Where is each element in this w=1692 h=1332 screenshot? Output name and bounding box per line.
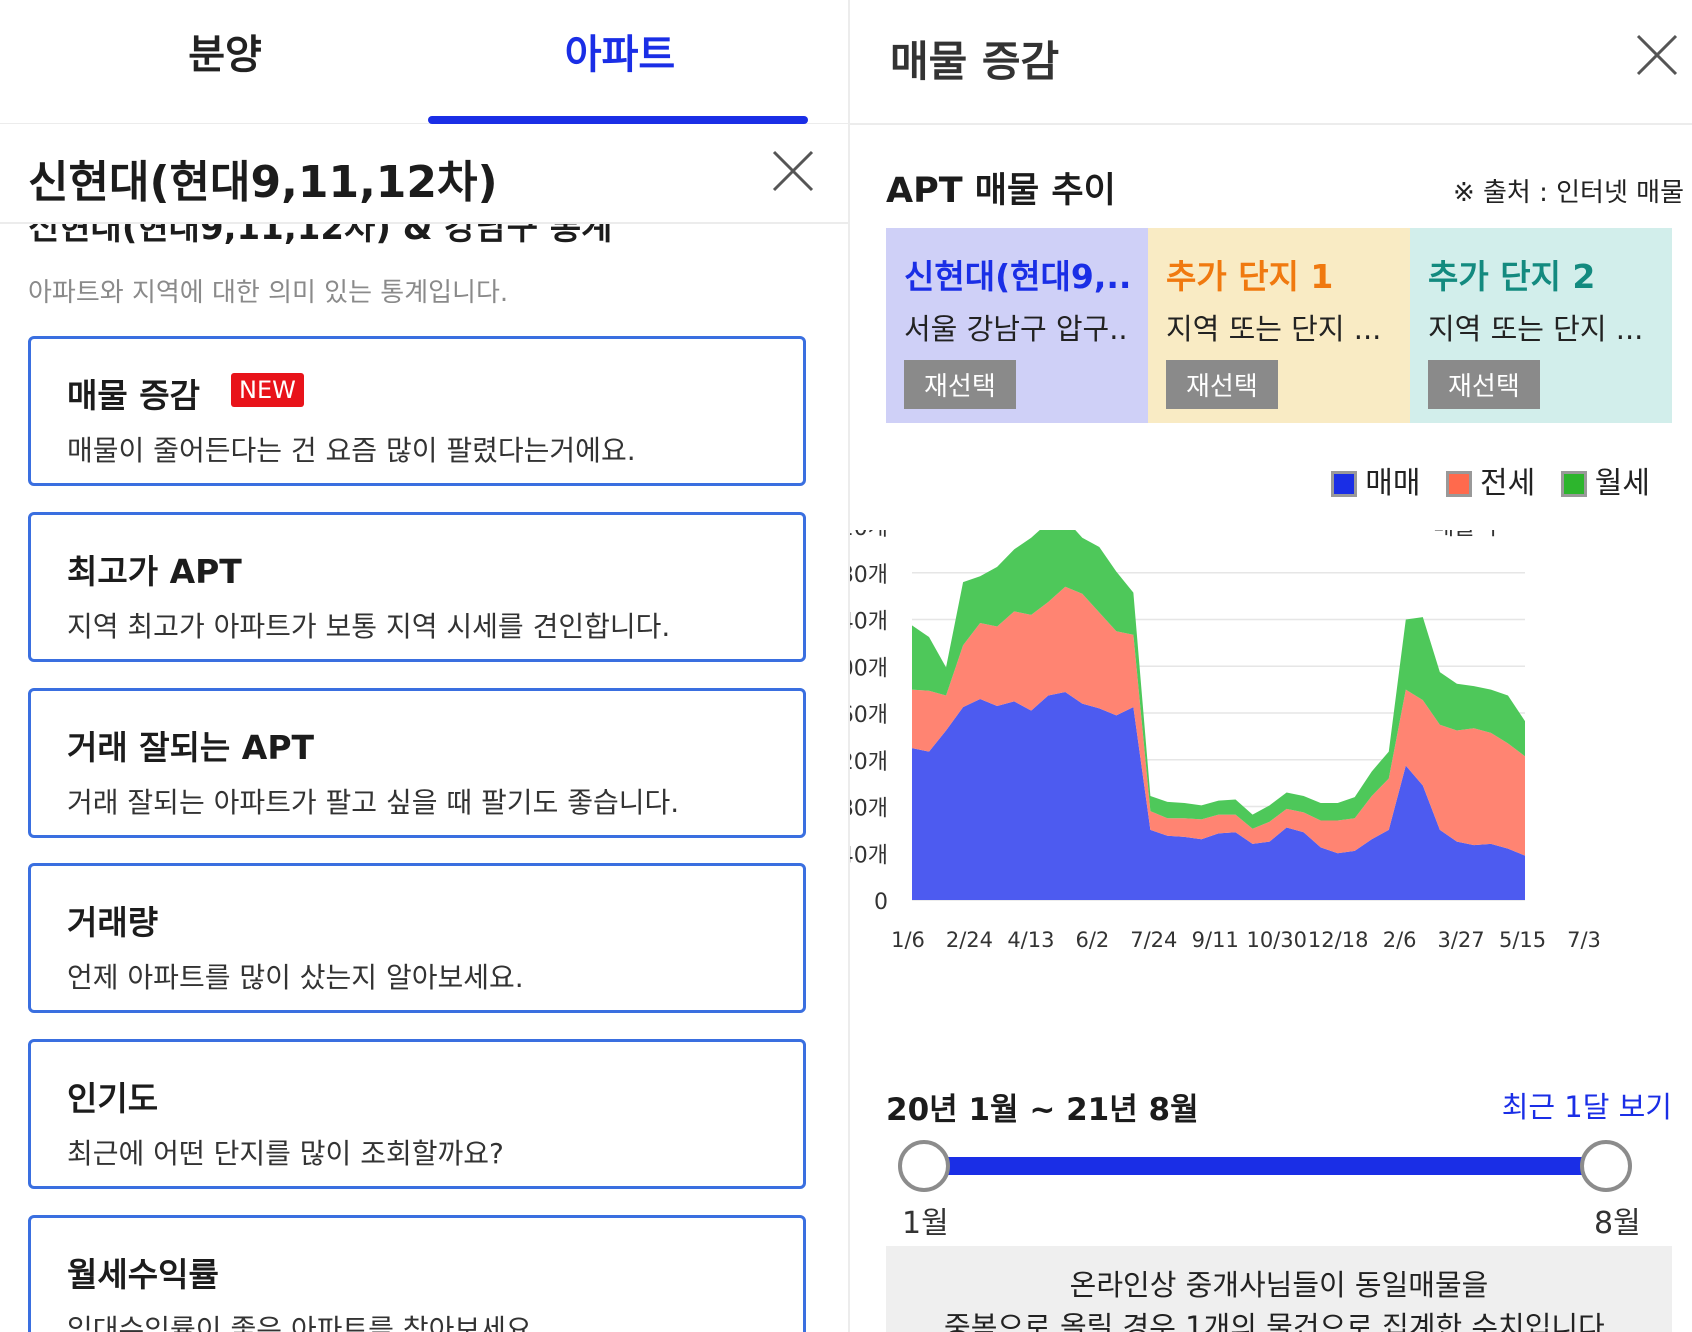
x-tick-label: 4/13 [1007, 928, 1054, 952]
card-description: 언제 아파트를 많이 샀는지 알아보세요. [67, 961, 524, 994]
complex-address: 서울 강남구 압구... [904, 312, 1130, 346]
notice-line: 중복으로 올릴 경우 1개의 물건으로 집계한 수치입니다. [944, 1310, 1614, 1332]
data-notice: 온라인상 중개사님들이 동일매물을 중복으로 올릴 경우 1개의 물건으로 집계… [886, 1246, 1672, 1332]
section-title: APT 매물 추이 [886, 171, 1116, 211]
complex-title: 신현대(현대9,11,12차) [28, 157, 498, 208]
card-rent-yield[interactable]: 월세수익률 임대수익률이 좋은 아파트를 찾아보세요. [28, 1215, 806, 1332]
x-tick-label: 7/3 [1567, 928, 1601, 952]
stats-subtitle: 아파트와 지역에 대한 의미 있는 통계입니다. [28, 278, 509, 308]
y-axis-unit-label: 매물 수 [1433, 530, 1504, 540]
y-tick-label: 120개 [850, 750, 888, 775]
card-title: 월세수익률 [67, 1255, 219, 1294]
y-tick-label: 280개 [850, 563, 888, 588]
date-range-label: 20년 1월 ~ 21년 8월 [886, 1092, 1199, 1128]
card-title: 거래 잘되는 APT [67, 728, 315, 767]
legend-item-sale: 매매 [1331, 458, 1421, 502]
x-tick-label: 1/6 [891, 928, 925, 952]
source-note: ※ 출처 : 인터넷 매물 [1452, 178, 1684, 208]
card-title: 최고가 APT [67, 552, 242, 591]
card-top-price-apt[interactable]: 최고가 APT 지역 최고가 아파트가 보통 지역 시세를 견인합니다. [28, 512, 806, 662]
y-tick-label: 40개 [850, 843, 888, 868]
x-tick-label: 2/24 [946, 928, 993, 952]
legend-item-monthly: 월세 [1560, 458, 1650, 502]
complex-slot-extra-2: 추가 단지 2 지역 또는 단지 ... 재선택 [1410, 228, 1672, 423]
series-area-매매 [912, 691, 1525, 900]
legend-label: 월세 [1594, 466, 1650, 501]
card-description: 매물이 줄어든다는 건 요즘 많이 팔렸다는거에요. [67, 434, 636, 467]
x-tick-label: 10/30 [1246, 928, 1307, 952]
tab-bunyang[interactable]: 분양 [188, 32, 262, 78]
x-tick-label: 3/27 [1438, 928, 1485, 952]
series-area-전세 [912, 586, 1525, 856]
legend-label: 전세 [1480, 466, 1536, 501]
card-description: 거래 잘되는 아파트가 팔고 싶을 때 팔기도 좋습니다. [67, 786, 680, 819]
card-trade-volume[interactable]: 거래량 언제 아파트를 많이 샀는지 알아보세요. [28, 863, 806, 1013]
complex-name: 추가 단지 2 [1428, 257, 1596, 294]
x-tick-label: 12/18 [1308, 928, 1369, 952]
reselect-button[interactable]: 재선택 [1166, 360, 1278, 409]
y-tick-label: 200개 [850, 656, 888, 681]
new-badge: NEW [231, 373, 304, 407]
tab-apartment[interactable]: 아파트 [564, 32, 676, 78]
y-tick-label: 80개 [850, 797, 888, 822]
card-title: 매물 증감 [67, 376, 200, 415]
card-popularity[interactable]: 인기도 최근에 어떤 단지를 많이 조회할까요? [28, 1039, 806, 1189]
stats-header: 신현대(현대9,11,12차) [0, 124, 848, 224]
card-title: 인기도 [67, 1079, 159, 1118]
top-tab-bar: 분양 아파트 [0, 0, 848, 125]
range-end-handle[interactable] [1580, 1140, 1632, 1192]
card-description: 임대수익률이 좋은 아파트를 찾아보세요. [67, 1313, 541, 1332]
y-tick-label: 240개 [850, 610, 888, 635]
legend-swatch [1331, 471, 1358, 497]
y-tick-label: 160개 [850, 703, 888, 728]
x-tick-label: 9/11 [1192, 928, 1239, 952]
range-slider-track[interactable] [924, 1157, 1606, 1175]
complex-name: 신현대(현대9,... [904, 257, 1130, 294]
range-start-handle[interactable] [898, 1140, 950, 1192]
legend-swatch [1446, 471, 1473, 497]
card-description: 최근에 어떤 단지를 많이 조회할까요? [67, 1137, 504, 1170]
recent-month-link[interactable]: 최근 1달 보기 [1501, 1090, 1672, 1124]
notice-line: 온라인상 중개사님들이 동일매물을 [1069, 1268, 1489, 1302]
close-icon[interactable] [1636, 34, 1678, 76]
x-tick-label: 2/6 [1383, 928, 1417, 952]
range-end-label: 8월 [1594, 1206, 1641, 1241]
complex-address: 지역 또는 단지 ... [1428, 312, 1644, 346]
legend-item-jeonse: 전세 [1446, 458, 1535, 502]
panel-header: 매물 증감 [850, 0, 1692, 125]
stats-panel: 분양 아파트 신현대(현대9,11,12차) & 강남구 통계 신현대(현대9,… [0, 0, 848, 1332]
panel-title: 매물 증감 [890, 37, 1060, 86]
card-title: 거래량 [67, 903, 159, 942]
complex-address: 지역 또는 단지 ... [1166, 312, 1382, 346]
legend-label: 매매 [1365, 466, 1421, 501]
card-active-trade-apt[interactable]: 거래 잘되는 APT 거래 잘되는 아파트가 팔고 싶을 때 팔기도 좋습니다. [28, 688, 806, 838]
complex-name: 추가 단지 1 [1166, 257, 1334, 294]
reselect-button[interactable]: 재선택 [904, 360, 1016, 409]
listing-change-panel: 매물 증감 APT 매물 추이 ※ 출처 : 인터넷 매물 신현대(현대9,..… [850, 0, 1692, 1332]
listing-trend-chart: 0 40개 80개 120개 160개 200개 240개 280개 320개 매물 수 1/6 2/… [850, 530, 1601, 952]
x-tick-label: 5/15 [1499, 928, 1546, 952]
complex-slot-extra-1: 추가 단지 1 지역 또는 단지 ... 재선택 [1148, 228, 1410, 423]
x-tick-label: 6/2 [1075, 928, 1109, 952]
active-tab-indicator [428, 116, 808, 124]
y-tick-label: 0 [874, 890, 888, 915]
y-tick-label: 320개 [850, 530, 888, 541]
panel-divider [848, 0, 850, 1332]
close-icon[interactable] [772, 150, 814, 192]
card-listing-change[interactable]: 매물 증감 NEW 매물이 줄어든다는 건 요즘 많이 팔렸다는거에요. [28, 336, 806, 486]
legend-swatch [1560, 471, 1587, 497]
x-tick-label: 7/24 [1130, 928, 1177, 952]
series-area-월세 [912, 530, 1525, 829]
complex-slot-main: 신현대(현대9,... 서울 강남구 압구... 재선택 [886, 228, 1148, 423]
reselect-button[interactable]: 재선택 [1428, 360, 1540, 409]
card-description: 지역 최고가 아파트가 보통 지역 시세를 견인합니다. [67, 610, 671, 643]
range-start-label: 1월 [902, 1206, 949, 1241]
chart-legend: 매매 전세 월세 [1315, 458, 1650, 502]
